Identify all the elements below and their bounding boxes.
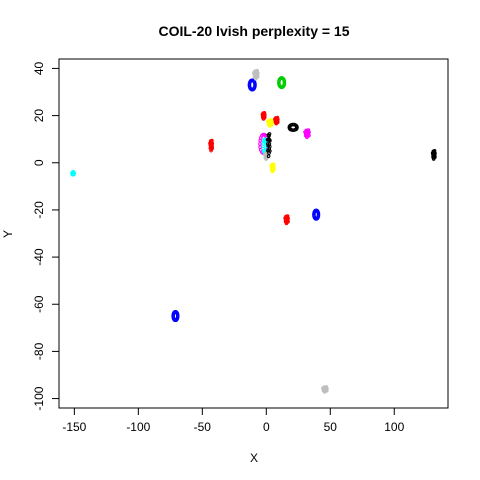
data-point xyxy=(286,216,290,221)
point-cluster xyxy=(277,76,287,90)
x-tick-label: 0 xyxy=(263,420,270,434)
data-point xyxy=(277,80,281,85)
data-point xyxy=(247,83,252,87)
point-cluster xyxy=(171,310,180,323)
data-point xyxy=(267,132,272,136)
data-point xyxy=(294,124,299,129)
data-point xyxy=(307,130,311,134)
data-point xyxy=(247,84,252,89)
data-point xyxy=(276,117,280,122)
y-axis-label: Y xyxy=(1,230,15,238)
data-point xyxy=(175,312,180,317)
y-tick-label: -80 xyxy=(32,342,46,360)
point-cluster xyxy=(252,68,260,81)
chart-title: COIL-20 lvish perplexity = 15 xyxy=(158,23,349,39)
point-cluster xyxy=(430,149,437,161)
point-cluster xyxy=(269,162,276,174)
data-point xyxy=(270,119,274,124)
data-point xyxy=(272,164,276,169)
point-cluster xyxy=(287,122,299,132)
data-point xyxy=(266,142,270,146)
x-tick-label: -150 xyxy=(62,420,86,434)
point-cluster xyxy=(312,208,321,221)
x-axis-label: X xyxy=(250,451,258,465)
y-tick-label: -40 xyxy=(32,248,46,266)
data-point xyxy=(277,82,281,86)
data-point xyxy=(72,171,76,175)
data-point xyxy=(266,154,271,158)
x-axis: -150 -100 -50 0 50 100 xyxy=(62,407,405,434)
point-cluster xyxy=(266,118,274,128)
data-point xyxy=(253,83,257,87)
data-point xyxy=(267,133,271,138)
data-point xyxy=(266,148,270,153)
y-tick-label: 20 xyxy=(32,109,46,123)
point-cluster xyxy=(208,138,215,153)
data-points xyxy=(70,68,437,394)
point-cluster xyxy=(260,111,267,121)
point-cluster xyxy=(321,385,329,394)
data-point xyxy=(263,112,267,117)
x-tick-label: 50 xyxy=(324,420,338,434)
data-point xyxy=(256,71,260,75)
data-point xyxy=(258,138,262,143)
data-point xyxy=(258,145,262,149)
data-point xyxy=(258,142,262,146)
data-point xyxy=(275,115,280,120)
point-cluster xyxy=(70,170,76,177)
x-tick-label: 100 xyxy=(384,420,404,434)
data-point xyxy=(210,141,215,146)
point-cluster xyxy=(265,132,272,158)
data-point xyxy=(253,81,257,86)
point-cluster xyxy=(303,128,311,140)
data-point xyxy=(316,211,321,215)
data-point xyxy=(325,386,329,391)
point-cluster xyxy=(247,78,257,92)
y-tick-label: -20 xyxy=(32,201,46,219)
point-cluster xyxy=(273,115,280,126)
y-tick-label: 40 xyxy=(32,61,46,75)
y-axis: 40 20 0 -20 -40 -60 -80 -100 xyxy=(32,61,60,411)
x-tick-label: -50 xyxy=(194,420,212,434)
data-point xyxy=(268,138,272,143)
x-tick-label: -100 xyxy=(126,420,150,434)
y-tick-label: -100 xyxy=(32,386,46,410)
plot-area xyxy=(58,58,449,409)
point-cluster xyxy=(283,214,290,226)
data-point xyxy=(269,118,274,122)
data-point xyxy=(282,79,287,83)
data-point xyxy=(433,151,437,156)
data-point xyxy=(266,143,271,148)
data-point xyxy=(282,80,287,85)
y-tick-label: -60 xyxy=(32,295,46,313)
y-tick-label: 0 xyxy=(32,159,46,166)
data-point xyxy=(262,111,267,115)
